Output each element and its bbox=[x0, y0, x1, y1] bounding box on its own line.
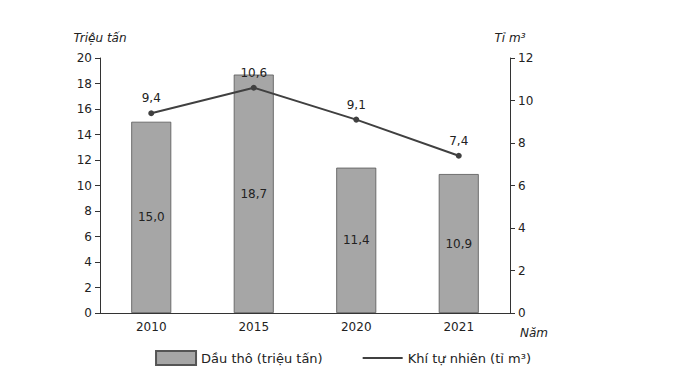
svg-text:12: 12 bbox=[77, 153, 92, 167]
svg-text:0: 0 bbox=[84, 306, 92, 320]
svg-text:11,4: 11,4 bbox=[343, 233, 370, 247]
svg-text:14: 14 bbox=[77, 128, 92, 142]
svg-text:2021: 2021 bbox=[443, 320, 474, 334]
svg-text:Dầu thô (triệu tấn): Dầu thô (triệu tấn) bbox=[201, 351, 323, 366]
svg-text:9,4: 9,4 bbox=[142, 91, 161, 105]
svg-text:12: 12 bbox=[518, 51, 533, 65]
svg-text:2: 2 bbox=[518, 264, 526, 278]
svg-text:8: 8 bbox=[84, 204, 92, 218]
svg-text:16: 16 bbox=[77, 102, 92, 116]
svg-text:4: 4 bbox=[518, 221, 526, 235]
svg-text:Tỉ m³: Tỉ m³ bbox=[495, 31, 526, 45]
svg-text:15,0: 15,0 bbox=[138, 210, 165, 224]
svg-text:10,6: 10,6 bbox=[240, 66, 267, 80]
svg-text:2020: 2020 bbox=[341, 320, 372, 334]
svg-text:Triệu tấn: Triệu tấn bbox=[73, 31, 126, 45]
svg-text:6: 6 bbox=[518, 179, 526, 193]
svg-text:10: 10 bbox=[77, 179, 92, 193]
svg-text:2010: 2010 bbox=[136, 320, 167, 334]
svg-text:10: 10 bbox=[518, 94, 533, 108]
svg-text:6: 6 bbox=[84, 230, 92, 244]
svg-text:10,9: 10,9 bbox=[445, 237, 472, 251]
svg-text:2015: 2015 bbox=[238, 320, 269, 334]
svg-text:Khí tự nhiên (tỉ m³): Khí tự nhiên (tỉ m³) bbox=[408, 351, 531, 366]
svg-text:8: 8 bbox=[518, 136, 526, 150]
svg-text:2: 2 bbox=[84, 281, 92, 295]
svg-text:7,4: 7,4 bbox=[449, 134, 468, 148]
svg-text:Năm: Năm bbox=[520, 326, 548, 340]
svg-text:9,1: 9,1 bbox=[347, 98, 366, 112]
svg-text:18,7: 18,7 bbox=[240, 187, 267, 201]
svg-text:0: 0 bbox=[518, 306, 526, 320]
svg-text:20: 20 bbox=[77, 51, 92, 65]
svg-text:4: 4 bbox=[84, 255, 92, 269]
svg-text:18: 18 bbox=[77, 77, 92, 91]
